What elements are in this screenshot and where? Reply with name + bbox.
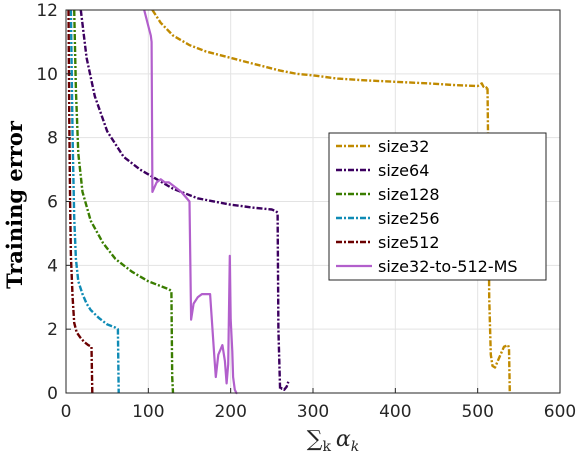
x-axis-label-alpha-sub: k xyxy=(351,439,359,455)
x-tick-label: 500 xyxy=(461,402,493,422)
legend-box xyxy=(328,132,547,281)
x-axis-label: ∑k αk xyxy=(307,427,360,455)
legend: size32 size64 size128 size256 size512 size32-… xyxy=(328,132,547,281)
series-line-size32-to-512-MS xyxy=(143,9,238,395)
y-tick-label: 12 xyxy=(36,1,58,21)
x-tick-label: 200 xyxy=(214,402,246,422)
x-tick-label: 100 xyxy=(132,402,164,422)
series-line-size128 xyxy=(73,9,175,394)
y-tick-label: 8 xyxy=(47,129,58,149)
y-tick-label: 10 xyxy=(36,65,58,85)
legend-label-size512: size512 xyxy=(378,233,440,252)
y-tick-label: 4 xyxy=(47,256,58,276)
axis-ticks: 0 100 200 300 400 500 600 0 2 4 6 8 10 12 xyxy=(36,1,576,422)
series-line-size64 xyxy=(79,9,290,391)
x-axis-label-sum-sub: k xyxy=(322,439,331,455)
legend-label-size32: size32 xyxy=(378,137,429,156)
series-layer xyxy=(67,9,511,395)
y-tick-label: 6 xyxy=(47,193,58,213)
legend-label-size128: size128 xyxy=(378,185,440,204)
x-tick-label: 300 xyxy=(297,402,329,422)
legend-label-size256: size256 xyxy=(378,209,440,228)
y-tick-label: 0 xyxy=(47,384,58,404)
y-axis-label: Training error xyxy=(2,120,27,289)
series-line-size256 xyxy=(69,9,120,394)
x-tick-label: 0 xyxy=(61,402,72,422)
y-tick-label: 2 xyxy=(47,320,58,340)
x-tick-label: 400 xyxy=(379,402,411,422)
series-line-size32 xyxy=(151,9,511,394)
x-axis-label-sum: ∑ xyxy=(307,427,323,452)
legend-label-size64: size64 xyxy=(378,161,429,180)
series-line-size512 xyxy=(67,9,94,394)
x-axis-label-alpha: α xyxy=(336,427,351,452)
legend-label-size32-to-512-MS: size32-to-512-MS xyxy=(378,257,518,276)
x-tick-label: 600 xyxy=(544,402,576,422)
